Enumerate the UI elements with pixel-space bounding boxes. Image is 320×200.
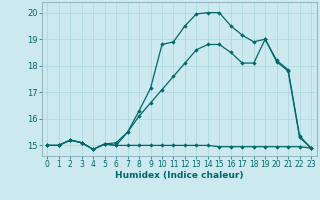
- X-axis label: Humidex (Indice chaleur): Humidex (Indice chaleur): [115, 171, 244, 180]
